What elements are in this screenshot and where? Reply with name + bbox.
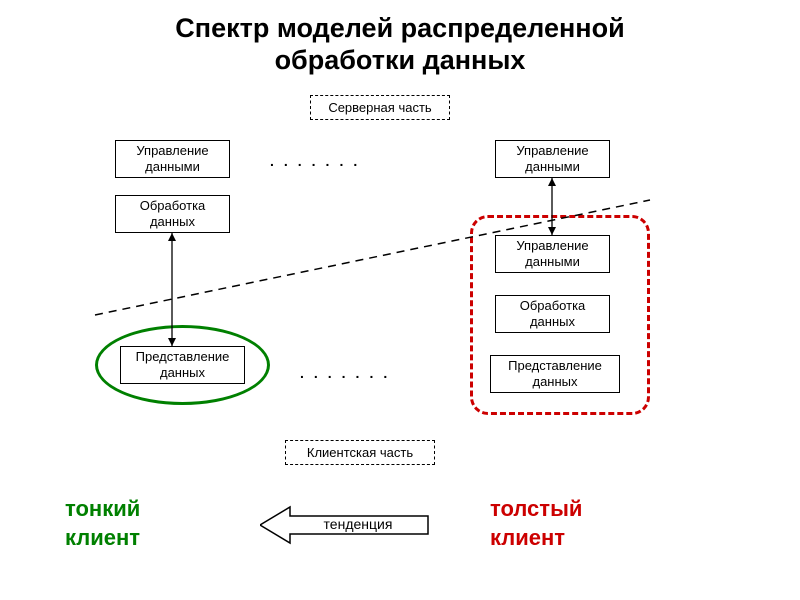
mgmt-left-text: Управление данными (136, 143, 208, 174)
thin-client-label: тонкий клиент (65, 495, 140, 552)
dots-bottom: ....... (300, 365, 397, 381)
proc-left-text: Обработка данных (140, 198, 206, 229)
arrowhead-up-left (168, 233, 176, 241)
pres-right-text: Представление данных (508, 358, 602, 389)
mgmt-right-mid-text: Управление данными (516, 238, 588, 269)
thin-client-l2: клиент (65, 525, 140, 550)
fat-client-l2: клиент (490, 525, 565, 550)
mgmt-left-box: Управление данными (115, 140, 230, 178)
mgmt-right-top-box: Управление данными (495, 140, 610, 178)
page-title: Спектр моделей распределенной обработки … (0, 12, 800, 77)
dots-top: ....... (270, 153, 367, 169)
pres-left-box: Представление данных (120, 346, 245, 384)
trend-label: тенденция (303, 516, 413, 532)
pres-right-box: Представление данных (490, 355, 620, 393)
fat-client-label: толстый клиент (490, 495, 582, 552)
proc-right-box: Обработка данных (495, 295, 610, 333)
proc-left-box: Обработка данных (115, 195, 230, 233)
fat-client-l1: толстый (490, 496, 582, 521)
thin-client-l1: тонкий (65, 496, 140, 521)
client-part-label: Клиентская часть (307, 445, 413, 460)
server-part-box: Серверная часть (310, 95, 450, 120)
pres-left-text: Представление данных (136, 349, 230, 380)
client-part-box: Клиентская часть (285, 440, 435, 465)
arrowhead-up-right (548, 178, 556, 186)
mgmt-right-mid-box: Управление данными (495, 235, 610, 273)
mgmt-right-top-text: Управление данными (516, 143, 588, 174)
title-line-1: Спектр моделей распределенной (175, 13, 624, 43)
server-part-label: Серверная часть (328, 100, 431, 115)
title-line-2: обработки данных (275, 45, 526, 75)
proc-right-text: Обработка данных (520, 298, 586, 329)
